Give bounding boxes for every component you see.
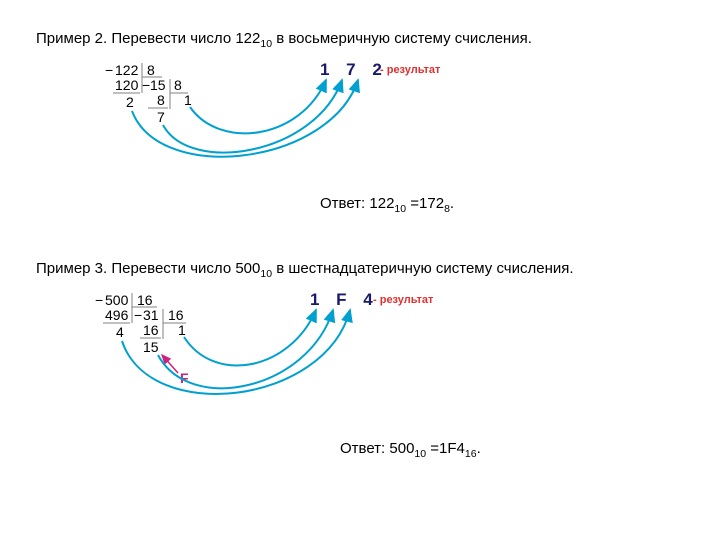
ex3-d2-sub: 16 — [143, 322, 159, 338]
ex2-d2-sub: 8 — [157, 92, 165, 108]
ex3-d2-rem: 15 — [143, 339, 159, 355]
ex3-ans-post: . — [477, 440, 481, 457]
arrow-icon — [163, 80, 342, 153]
ex2-title-post: в восьмеричную систему счисления. — [272, 30, 532, 47]
example3-answer: Ответ: 50010 =1F416. — [340, 440, 481, 460]
example3-diagram: 500 16 − 496 4 31 16 − 16 15 1 F 1 F 4 -… — [80, 285, 500, 445]
ex3-ans-mid: =1F4 — [426, 440, 465, 457]
ex3-d1-rem: 4 — [116, 324, 124, 340]
ex2-d1-rem: 2 — [126, 94, 134, 110]
ex3-title-base: 10 — [260, 268, 272, 280]
ex2-d3-quot: 1 — [184, 92, 192, 108]
arrow-icon — [184, 310, 316, 366]
ex2-title-pre: Пример 2. Перевести число 122 — [36, 30, 260, 47]
minus-icon: − — [142, 77, 150, 93]
ex3-title-pre: Пример 3. Перевести число 500 — [36, 260, 260, 277]
arrow-icon — [132, 80, 358, 157]
example3-title: Пример 3. Перевести число 50010 в шестна… — [36, 260, 574, 280]
ex3-d2-dividend: 31 — [143, 307, 159, 323]
minus-icon: − — [95, 292, 103, 308]
ex2-ans-b1: 10 — [394, 203, 406, 215]
ex2-result-label: - результат — [380, 64, 441, 76]
example2-diagram: 122 8 − 120 2 15 8 − 8 7 1 1 7 2 - резул… — [90, 55, 510, 195]
ex2-ans-mid: =172 — [406, 195, 444, 212]
ex3-d1-sub: 496 — [105, 307, 129, 323]
ex2-d2-divisor: 8 — [174, 77, 182, 93]
example2-answer: Ответ: 12210 =1728. — [320, 195, 454, 215]
ex3-d1-divisor: 16 — [137, 292, 153, 308]
ex3-d3-quot: 1 — [178, 322, 186, 338]
ex3-ans-b1: 10 — [414, 448, 426, 460]
ex2-ans-post: . — [450, 195, 454, 212]
ex2-d1-divisor: 8 — [147, 62, 155, 78]
minus-icon: − — [105, 62, 113, 78]
example2-title: Пример 2. Перевести число 12210 в восьме… — [36, 30, 532, 50]
ex2-d2-rem: 7 — [157, 109, 165, 125]
ex2-result-digits: 1 7 2 — [320, 60, 388, 79]
ex2-d1-sub: 120 — [115, 77, 139, 93]
ex3-result-digits: 1 F 4 — [310, 290, 379, 309]
ex3-d1-dividend: 500 — [105, 292, 129, 308]
ex3-title-post: в шестнадцатеричную систему счисления. — [272, 260, 573, 277]
ex2-d2-dividend: 15 — [150, 77, 166, 93]
ex3-result-label: - результат — [373, 294, 434, 306]
ex3-ans-b2: 16 — [465, 448, 477, 460]
ex2-ans-pre: Ответ: 122 — [320, 195, 394, 212]
ex2-title-base: 10 — [260, 38, 272, 50]
minus-icon: − — [134, 307, 142, 323]
ex2-d1-dividend: 122 — [115, 62, 139, 78]
ex3-ans-pre: Ответ: 500 — [340, 440, 414, 457]
ex3-d2-divisor: 16 — [168, 307, 184, 323]
